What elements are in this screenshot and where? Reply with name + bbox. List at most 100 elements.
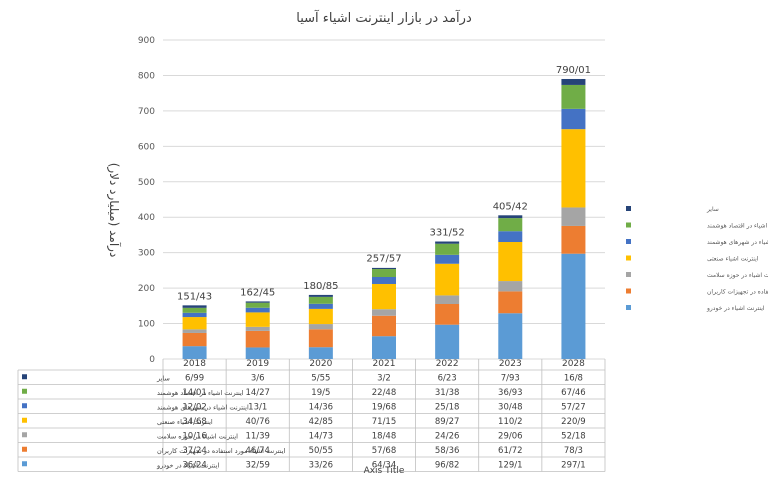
total-label: 162/45 bbox=[240, 287, 275, 298]
table-cell: 19/5 bbox=[311, 388, 330, 398]
bar-segment bbox=[182, 332, 207, 347]
table-cell: 46/74 bbox=[245, 446, 270, 456]
y-tick-label: 700 bbox=[138, 107, 155, 117]
table-cell: 24/26 bbox=[435, 431, 460, 441]
bar-segment bbox=[498, 231, 523, 243]
table-cell: 129/1 bbox=[498, 460, 523, 470]
table-row-label: سایر bbox=[156, 374, 170, 382]
chart-title: درآمد در بازار اینترنت اشیاء آسیا bbox=[296, 9, 472, 26]
table-cell: 36/93 bbox=[498, 388, 523, 398]
bar-segment bbox=[498, 281, 523, 292]
table-cell: 25/18 bbox=[435, 402, 460, 412]
table-cell: 71/15 bbox=[372, 417, 397, 427]
bar-segment bbox=[498, 215, 523, 219]
bar-segment bbox=[245, 301, 270, 303]
bar-segment bbox=[245, 330, 270, 348]
table-cell: 52/18 bbox=[561, 431, 586, 441]
bar-segment bbox=[308, 324, 333, 330]
y-axis-label: درآمد (میلیارد دلار) bbox=[106, 163, 122, 258]
bar-segment bbox=[308, 296, 333, 304]
table-cell: 3/6 bbox=[251, 373, 265, 383]
bar-segment bbox=[308, 329, 333, 348]
x-axis-label: Axis Title bbox=[364, 466, 405, 476]
x-tick-label: 2022 bbox=[436, 359, 459, 369]
table-cell: 14/36 bbox=[309, 402, 334, 412]
bar-segment bbox=[435, 303, 460, 325]
bar-stacks bbox=[182, 78, 586, 359]
table-cell: 11/39 bbox=[245, 431, 270, 441]
x-tick-label: 2028 bbox=[562, 359, 585, 369]
bar-segment bbox=[372, 315, 396, 337]
bar-segment bbox=[182, 307, 207, 313]
bar-segment bbox=[308, 308, 333, 325]
bar-segment bbox=[498, 218, 523, 232]
bar-segment bbox=[372, 277, 396, 284]
legend-swatch bbox=[626, 222, 631, 228]
total-label: 151/43 bbox=[177, 291, 212, 302]
bar-segment bbox=[245, 326, 270, 331]
bar-segment bbox=[182, 317, 207, 330]
table-cell: 220/9 bbox=[561, 417, 586, 427]
table-cell: 37/24 bbox=[182, 446, 207, 456]
legend-swatch bbox=[626, 288, 631, 294]
table-cell: 5/55 bbox=[311, 373, 330, 383]
table-cell: 14/01 bbox=[182, 388, 207, 398]
table-row-swatch bbox=[22, 374, 27, 380]
bar-segment bbox=[182, 312, 207, 318]
table-cell: 3/2 bbox=[377, 373, 391, 383]
table-cell: 6/99 bbox=[185, 373, 204, 383]
table-row-swatch bbox=[22, 446, 27, 452]
y-tick-label: 900 bbox=[138, 36, 155, 46]
table-cell: 297/1 bbox=[561, 460, 586, 470]
legend-label: اینترنت اشیاء در حوزه سلامت bbox=[707, 272, 768, 279]
table-cell: 30/48 bbox=[498, 402, 523, 412]
legend-swatch bbox=[626, 305, 631, 310]
table-row-label: اینترنت اشیاء در شهرهای هوشمند bbox=[157, 403, 249, 411]
legend-label: اینترنت اشیاء در خودرو bbox=[706, 305, 765, 312]
table-cell: 57/27 bbox=[561, 402, 586, 412]
bar-segment bbox=[561, 129, 586, 208]
total-label: 180/85 bbox=[303, 281, 338, 292]
table-cell: 64/34 bbox=[372, 460, 397, 470]
x-tick-label: 2021 bbox=[373, 359, 396, 369]
table-cell: 96/82 bbox=[435, 460, 460, 470]
table-row-label: اینترنت اشیاء مورد استفاده در تجهیزات کا… bbox=[157, 447, 286, 455]
table-cell: 29/06 bbox=[498, 431, 523, 441]
bar-segment bbox=[435, 263, 460, 296]
bar-segment bbox=[435, 241, 460, 244]
legend: سایر اینترنت اشیاء در اقتصاد هوشمند اینترن… bbox=[626, 206, 768, 312]
table-row-swatch bbox=[22, 461, 27, 467]
table-cell: 57/68 bbox=[372, 446, 397, 456]
table-row-swatch bbox=[22, 417, 27, 423]
legend-label: اینترنت اشیاء مورد استفاده در تجهیزات کا… bbox=[707, 289, 768, 296]
bar-segment bbox=[561, 78, 586, 85]
table-cell: 58/36 bbox=[435, 446, 460, 456]
table-row-swatch bbox=[22, 403, 27, 409]
table-cell: 13/1 bbox=[248, 402, 267, 412]
table-cell: 16/8 bbox=[564, 373, 583, 383]
bar-segment bbox=[308, 303, 333, 309]
bar-segment bbox=[561, 84, 586, 109]
total-labels: 151/43 162/45 180/85 257/57 331/52 405/42 790/… bbox=[177, 65, 591, 302]
table-row-label: اینترنت اشیاء در اقتصاد هوشمند bbox=[157, 389, 244, 397]
bar-segment bbox=[435, 243, 460, 255]
bar-segment bbox=[498, 291, 523, 314]
legend-label: اینترنت اشیاء در اقتصاد هوشمند bbox=[707, 223, 768, 230]
y-tick-labels: 0 100 200 300 400 500 600 700 800 900 bbox=[138, 36, 155, 365]
y-tick-label: 600 bbox=[138, 142, 155, 152]
table-cell: 110/2 bbox=[498, 417, 523, 427]
table-cell: 78/3 bbox=[564, 446, 583, 456]
legend-swatch bbox=[626, 255, 631, 261]
table-cell: 12/02 bbox=[182, 402, 207, 412]
legend-swatch bbox=[626, 206, 631, 211]
bar-segment bbox=[182, 329, 207, 333]
x-tick-label: 2019 bbox=[246, 359, 269, 369]
bar-segment bbox=[245, 347, 270, 359]
table-cell: 50/55 bbox=[309, 446, 334, 456]
bar-segment bbox=[435, 254, 460, 264]
bar-segment bbox=[498, 313, 523, 359]
legend-label: اینترنت اشیاء در شهرهای هوشمند bbox=[707, 239, 768, 246]
bar-segment bbox=[561, 225, 586, 254]
data-table: 2018 2019 2020 2021 2022 2023 2028 سایر 6/99 3/6 5… bbox=[17, 359, 606, 472]
